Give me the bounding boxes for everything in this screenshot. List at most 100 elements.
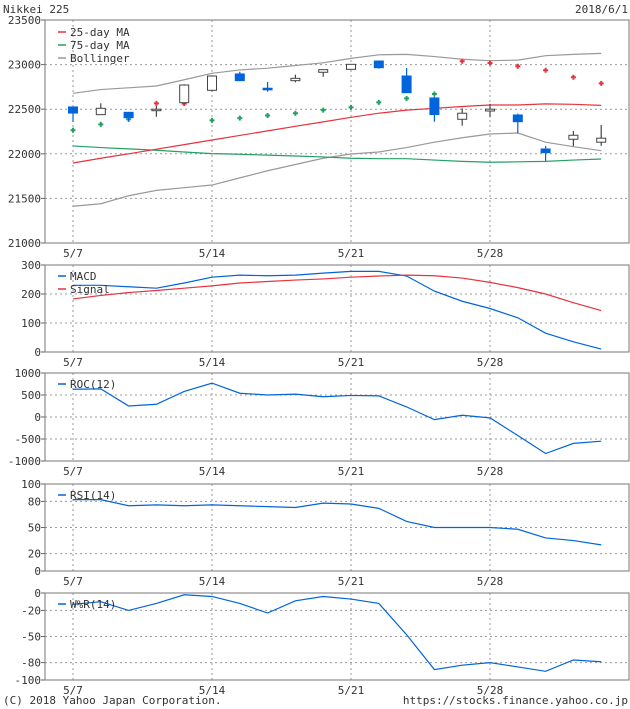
sar-marker [543, 67, 549, 73]
candle-body [540, 148, 551, 154]
x-tick-label: 5/21 [338, 684, 365, 697]
bollinger-lower-line [72, 132, 602, 207]
x-tick-label: 5/7 [63, 684, 83, 697]
sar-marker [598, 80, 604, 86]
y-tick-label: 22000 [8, 148, 41, 161]
y-tick-label: 0 [34, 346, 41, 359]
sar-marker [153, 100, 159, 106]
sar-marker [376, 99, 382, 105]
y-tick-label: -50 [21, 631, 41, 644]
candle-body [429, 97, 440, 116]
plot-frame [44, 19, 630, 244]
y-tick-label: -500 [15, 433, 42, 446]
candle-body [262, 87, 273, 91]
sar-marker [348, 104, 354, 110]
plot-frame [44, 483, 630, 572]
y-tick-label: 80 [28, 495, 41, 508]
x-tick-label: 5/14 [199, 465, 226, 478]
sar-marker [570, 74, 576, 80]
candle-body [457, 112, 468, 120]
candle-body [68, 106, 78, 114]
y-tick-label: 23500 [8, 14, 41, 27]
plot-frame [44, 264, 630, 353]
y-tick-label: 200 [21, 288, 41, 301]
candle-body [207, 75, 217, 91]
sar-marker [404, 95, 410, 101]
sar-marker [209, 117, 215, 123]
y-tick-label: -20 [21, 604, 41, 617]
candle-body [234, 73, 245, 82]
y-tick-label: 0 [34, 587, 41, 600]
legend-label: W%R(14) [70, 598, 116, 611]
y-tick-label: 100 [21, 478, 41, 491]
candle-body [485, 108, 495, 112]
x-tick-label: 5/21 [338, 356, 365, 369]
x-tick-label: 5/7 [63, 247, 83, 260]
y-tick-label: 0 [34, 411, 41, 424]
candle-body [568, 134, 579, 140]
rsi-14--line [73, 499, 602, 546]
y-tick-label: 300 [21, 259, 41, 272]
w-r-14--line [72, 594, 602, 672]
candle-body [401, 75, 412, 94]
candle-body [346, 63, 356, 70]
y-tick-label: 1000 [15, 367, 42, 380]
x-tick-label: 5/21 [338, 575, 365, 588]
sar-marker [265, 112, 271, 118]
ma75-line [72, 145, 602, 163]
y-tick-label: -100 [15, 674, 42, 687]
x-tick-label: 5/14 [199, 684, 226, 697]
sar-marker [98, 121, 104, 127]
candle-body [151, 108, 162, 112]
sar-marker [459, 58, 465, 64]
y-tick-label: 21500 [8, 192, 41, 205]
chart-title: Nikkei 225 [3, 3, 70, 16]
signal-line [72, 274, 602, 312]
sar-marker [431, 91, 437, 97]
sar-marker [320, 107, 326, 113]
chart-date: 2018/6/1 [575, 3, 628, 16]
bollinger-upper-line [72, 52, 602, 94]
candle-body [373, 60, 384, 69]
candle-body [318, 69, 329, 73]
plot-frame [44, 592, 630, 681]
x-tick-label: 5/14 [199, 356, 226, 369]
x-tick-label: 5/28 [477, 356, 504, 369]
sar-marker [237, 115, 243, 121]
x-tick-label: 5/7 [63, 356, 83, 369]
x-tick-label: 5/7 [63, 465, 83, 478]
x-tick-label: 5/28 [477, 465, 504, 478]
y-tick-label: 22500 [8, 103, 41, 116]
ma25-line [72, 103, 602, 164]
y-tick-label: -80 [21, 657, 41, 670]
legend-label: Signal [70, 283, 110, 296]
source-url[interactable]: https://stocks.finance.yahoo.co.jp [402, 694, 628, 707]
x-tick-label: 5/28 [477, 575, 504, 588]
y-tick-label: -1000 [8, 455, 41, 468]
legend-ma25-label: 25-day MA [70, 26, 130, 39]
legend-label: MACD [70, 270, 97, 283]
x-tick-label: 5/21 [338, 465, 365, 478]
roc-12--line [72, 382, 602, 455]
copyright-text: (C) 2018 Yahoo Japan Corporation. [3, 694, 222, 707]
legend-bollinger-label: Bollinger [70, 52, 130, 65]
legend-label: ROC(12) [70, 378, 116, 391]
legend-ma75-label: 75-day MA [70, 39, 130, 52]
candle-body [179, 84, 190, 104]
sar-marker [515, 63, 521, 69]
y-tick-label: 23000 [8, 59, 41, 72]
y-tick-label: 50 [28, 522, 41, 535]
x-tick-label: 5/14 [199, 575, 226, 588]
legend-label: RSI(14) [70, 489, 116, 502]
x-tick-label: 5/28 [477, 247, 504, 260]
y-tick-label: 0 [34, 565, 41, 578]
y-tick-label: 500 [21, 389, 41, 402]
sar-marker [70, 127, 76, 133]
candle-body [123, 111, 134, 119]
plot-frame [44, 372, 630, 462]
x-tick-label: 5/14 [199, 247, 226, 260]
sar-marker [487, 60, 493, 66]
candle-body [512, 114, 523, 123]
macd-line [73, 270, 602, 350]
